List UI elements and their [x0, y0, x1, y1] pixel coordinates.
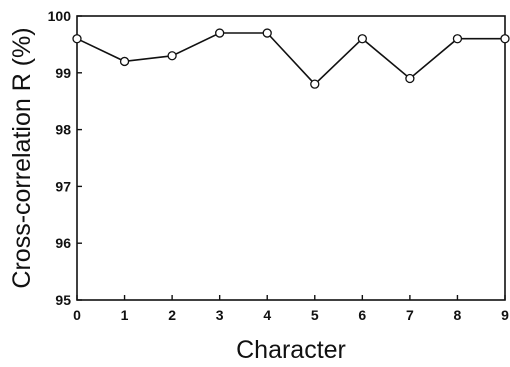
data-point — [357, 34, 367, 44]
x-axis: 0 1 2 3 4 5 6 7 8 9 — [73, 295, 509, 323]
y-tick-label: 97 — [55, 178, 71, 194]
y-axis: 95 96 97 98 99 100 — [48, 8, 82, 308]
x-tick-label: 0 — [73, 307, 81, 323]
x-tick-label: 4 — [263, 307, 271, 323]
y-tick-label: 100 — [48, 8, 72, 24]
x-tick-label: 5 — [311, 307, 319, 323]
x-tick-label: 8 — [454, 307, 462, 323]
data-point — [262, 28, 272, 38]
data-point — [452, 34, 463, 44]
data-points — [72, 28, 510, 89]
data-point — [500, 34, 510, 44]
data-point — [72, 34, 82, 44]
series-line — [76, 32, 505, 86]
y-tick-label: 95 — [55, 292, 71, 308]
y-tick-label: 96 — [55, 235, 71, 251]
data-point — [405, 73, 415, 84]
x-axis-title: Character — [236, 336, 346, 364]
data-point — [119, 56, 130, 67]
x-tick-label: 6 — [358, 307, 366, 323]
x-tick-label: 2 — [168, 307, 176, 323]
data-point — [167, 51, 177, 61]
y-axis-title: Cross-correlation R (%) — [8, 27, 36, 288]
y-tick-label: 99 — [55, 65, 71, 81]
x-tick-label: 9 — [501, 307, 509, 323]
data-point — [310, 79, 320, 89]
y-tick-label: 98 — [55, 122, 71, 138]
plot-frame — [76, 15, 506, 301]
x-tick-label: 1 — [121, 307, 129, 323]
x-tick-label: 7 — [406, 307, 414, 323]
data-point — [215, 28, 225, 38]
x-tick-label: 3 — [216, 307, 224, 323]
